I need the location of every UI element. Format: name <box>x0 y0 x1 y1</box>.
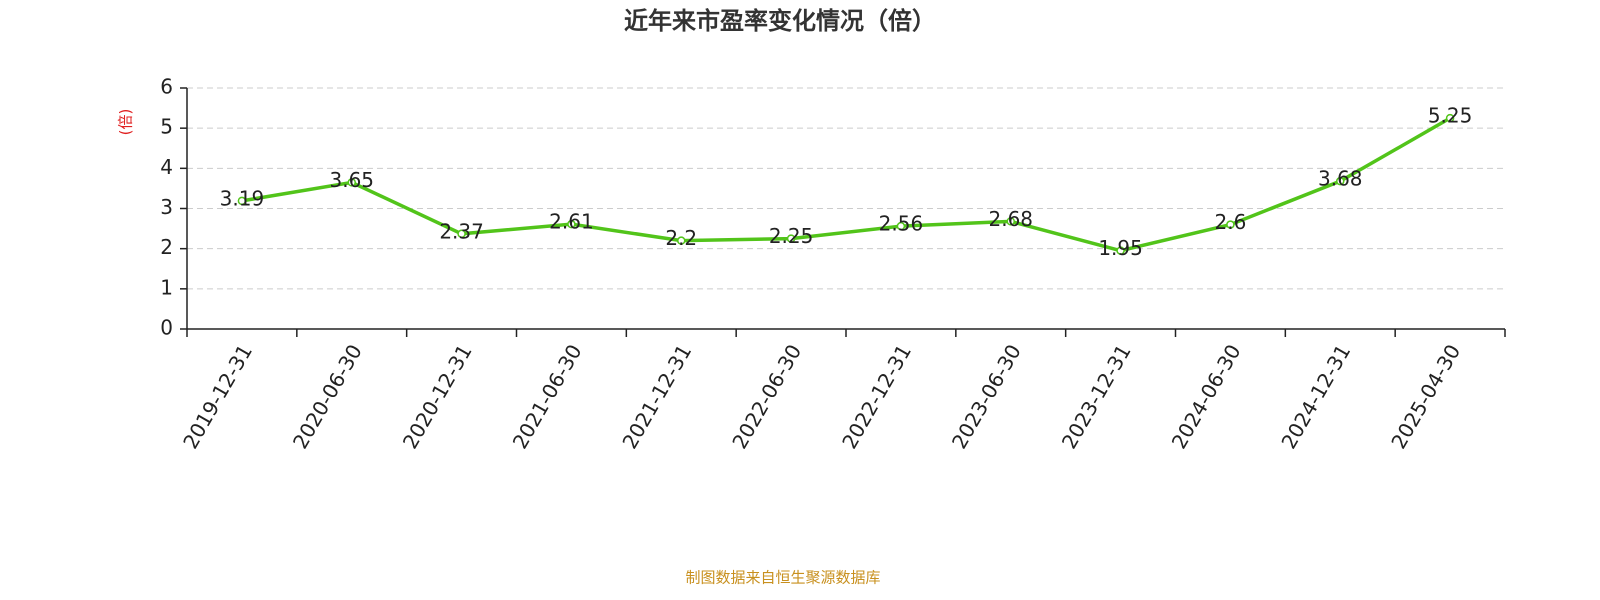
data-label: 3.19 <box>220 186 265 210</box>
y-tick-label: 5 <box>160 115 173 139</box>
y-axis-label: (倍) <box>117 109 135 136</box>
y-tick-label: 2 <box>160 235 173 259</box>
x-tick-label: 2024-06-30 <box>1167 340 1246 453</box>
data-point <box>347 178 356 187</box>
data-point <box>567 219 576 229</box>
data-label: 2.61 <box>549 210 594 234</box>
x-tick-label: 2019-12-31 <box>178 340 257 453</box>
data-line <box>241 116 1451 253</box>
y-tick-label: 4 <box>160 155 173 179</box>
x-tick-label: 2020-06-30 <box>288 340 367 453</box>
data-label: 2.2 <box>665 226 697 250</box>
chart-title: 近年来市盈率变化情况（倍） <box>624 7 936 35</box>
x-tick-label: 2024-12-31 <box>1276 340 1355 453</box>
y-tick-label: 6 <box>160 75 173 99</box>
data-label: 3.65 <box>329 168 374 192</box>
data-label: 3.68 <box>1318 167 1363 191</box>
x-tick-label: 2022-06-30 <box>727 340 806 453</box>
data-label: 2.25 <box>769 224 814 248</box>
x-tick-label: 2025-04-30 <box>1386 340 1465 453</box>
y-tick-label: 1 <box>160 275 173 299</box>
source-note: 制图数据来自恒生聚源数据库 <box>685 569 880 587</box>
data-label: 5.25 <box>1428 104 1473 128</box>
data-point <box>1226 220 1235 229</box>
data-point <box>786 234 796 243</box>
data-label: 2.56 <box>879 212 924 236</box>
data-point <box>1336 176 1345 186</box>
x-tick-label: 2022-12-31 <box>837 340 916 453</box>
data-point <box>896 221 906 231</box>
x-tick-label: 2020-12-31 <box>398 340 477 453</box>
data-label: 2.6 <box>1215 210 1247 234</box>
x-tick-label: 2023-06-30 <box>947 340 1026 453</box>
y-tick-label: 3 <box>160 195 173 219</box>
data-label: 1.95 <box>1098 236 1143 260</box>
data-label: 2.37 <box>439 219 484 243</box>
x-tick-label: 2021-12-31 <box>617 340 696 453</box>
data-point <box>1445 113 1455 123</box>
x-tick-label: 2023-12-31 <box>1057 340 1136 453</box>
data-label: 2.68 <box>988 207 1033 231</box>
y-tick-label: 0 <box>160 316 173 340</box>
x-tick-label: 2021-06-30 <box>508 340 587 453</box>
data-point <box>1006 217 1015 226</box>
data-point <box>1116 246 1125 255</box>
data-point <box>457 229 466 239</box>
data-point <box>237 196 247 206</box>
data-point <box>677 236 686 245</box>
